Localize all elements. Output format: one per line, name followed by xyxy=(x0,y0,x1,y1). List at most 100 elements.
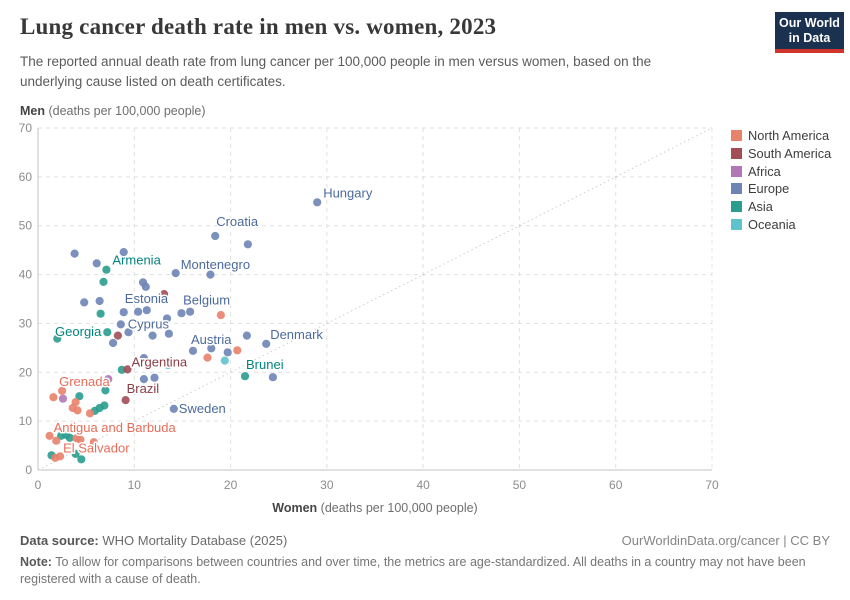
data-point[interactable] xyxy=(139,375,148,384)
data-point[interactable] xyxy=(101,386,110,395)
data-point[interactable] xyxy=(85,409,95,418)
data-point[interactable] xyxy=(124,328,133,337)
legend-item-south_america[interactable]: South America xyxy=(731,145,831,163)
country-label-belgium[interactable]: Belgium xyxy=(182,291,232,309)
country-label-austria[interactable]: Austria xyxy=(190,330,234,348)
data-point[interactable] xyxy=(77,455,86,464)
data-point[interactable] xyxy=(116,320,125,329)
owid-logo[interactable]: Our World in Data xyxy=(775,12,844,53)
data-point[interactable] xyxy=(51,453,60,462)
data-point[interactable] xyxy=(243,240,252,249)
data-point[interactable] xyxy=(52,436,61,445)
country-label-cyprus[interactable]: Cyprus xyxy=(126,315,171,333)
country-label-grenada[interactable]: Grenada xyxy=(58,372,112,390)
country-label-armenia[interactable]: Armenia xyxy=(111,251,163,269)
data-point[interactable] xyxy=(150,373,159,382)
data-point[interactable] xyxy=(207,344,216,353)
legend-label-europe: Europe xyxy=(748,181,790,197)
data-point[interactable] xyxy=(268,373,277,382)
country-label-brunei[interactable]: Brunei xyxy=(245,356,286,374)
data-point[interactable] xyxy=(100,401,109,410)
owid-logo-line2: in Data xyxy=(788,30,831,45)
data-point[interactable] xyxy=(45,431,54,440)
country-label-el-salvador[interactable]: El Salvador xyxy=(62,439,132,457)
data-point[interactable] xyxy=(206,270,215,279)
data-point[interactable] xyxy=(216,311,225,320)
data-point[interactable] xyxy=(313,198,322,207)
data-point[interactable] xyxy=(148,331,157,340)
data-point[interactable] xyxy=(76,435,85,444)
y-axis-title: Men (deaths per 100,000 people) xyxy=(20,104,206,118)
data-point[interactable] xyxy=(162,314,172,323)
footnote-label: Note: xyxy=(20,555,52,569)
owid-license-link[interactable]: OurWorldinData.org/cancer | CC BY xyxy=(621,533,830,548)
data-point[interactable] xyxy=(139,354,148,363)
data-point[interactable] xyxy=(134,307,143,316)
country-label-estonia[interactable]: Estonia xyxy=(123,290,170,308)
data-point[interactable] xyxy=(73,406,82,415)
country-label-denmark[interactable]: Denmark xyxy=(269,325,325,343)
data-point[interactable] xyxy=(92,259,101,268)
country-label-argentina[interactable]: Argentina xyxy=(130,353,189,371)
data-point[interactable] xyxy=(160,290,169,299)
country-label-croatia[interactable]: Croatia xyxy=(215,213,261,231)
data-point[interactable] xyxy=(80,298,89,307)
data-point[interactable] xyxy=(75,392,84,401)
footnote-value: To allow for comparisons between countri… xyxy=(20,555,806,586)
legend-swatch-africa xyxy=(731,165,742,177)
data-point[interactable] xyxy=(119,308,128,317)
country-label-georgia[interactable]: Georgia xyxy=(54,323,104,341)
country-label-sweden[interactable]: Sweden xyxy=(177,399,227,417)
data-source-label: Data source: xyxy=(20,533,99,548)
data-point[interactable] xyxy=(102,265,111,274)
x-tick-label: 60 xyxy=(609,478,623,492)
footnote: Note: To allow for comparisons between c… xyxy=(20,554,830,588)
data-point[interactable] xyxy=(96,309,105,318)
data-point[interactable] xyxy=(113,331,122,340)
legend-item-europe[interactable]: Europe xyxy=(731,180,831,198)
country-label-brazil[interactable]: Brazil xyxy=(125,380,161,398)
data-point[interactable] xyxy=(58,386,67,395)
legend-item-africa[interactable]: Africa xyxy=(731,162,831,180)
data-point[interactable] xyxy=(223,348,232,357)
data-point[interactable] xyxy=(121,396,130,405)
data-point[interactable] xyxy=(119,248,128,257)
data-point[interactable] xyxy=(220,356,229,365)
data-point[interactable] xyxy=(70,249,79,258)
data-point[interactable] xyxy=(53,334,62,343)
legend-item-oceania[interactable]: Oceania xyxy=(731,215,831,233)
data-point[interactable] xyxy=(109,338,118,348)
data-point[interactable] xyxy=(95,296,104,306)
x-tick-label: 70 xyxy=(705,478,719,492)
data-point[interactable] xyxy=(188,346,198,355)
data-point[interactable] xyxy=(103,328,112,337)
data-point[interactable] xyxy=(71,449,80,458)
data-point[interactable] xyxy=(142,306,151,315)
data-point[interactable] xyxy=(141,282,150,291)
data-point[interactable] xyxy=(104,375,113,384)
data-point[interactable] xyxy=(186,307,195,316)
data-point[interactable] xyxy=(89,438,98,447)
data-point[interactable] xyxy=(262,339,271,348)
data-point[interactable] xyxy=(123,365,132,374)
data-point[interactable] xyxy=(163,360,173,370)
data-point[interactable] xyxy=(171,269,180,278)
country-label-hungary[interactable]: Hungary xyxy=(322,184,375,202)
legend-swatch-europe xyxy=(731,183,742,195)
country-label-montenegro[interactable]: Montenegro xyxy=(179,256,251,274)
data-point[interactable] xyxy=(99,277,108,286)
data-point[interactable] xyxy=(49,393,58,402)
legend-item-north_america[interactable]: North America xyxy=(731,127,831,145)
data-point[interactable] xyxy=(233,346,242,355)
country-label-antigua-and-barbuda[interactable]: Antigua and Barbuda xyxy=(52,418,178,436)
data-point[interactable] xyxy=(240,372,250,381)
data-point[interactable] xyxy=(211,231,220,241)
data-point[interactable] xyxy=(164,329,173,338)
data-point[interactable] xyxy=(203,353,212,362)
data-point[interactable] xyxy=(177,309,186,318)
data-point[interactable] xyxy=(169,404,178,413)
data-point[interactable] xyxy=(58,394,68,403)
data-point[interactable] xyxy=(65,433,74,442)
legend-item-asia[interactable]: Asia xyxy=(731,198,831,216)
data-point[interactable] xyxy=(242,331,251,340)
